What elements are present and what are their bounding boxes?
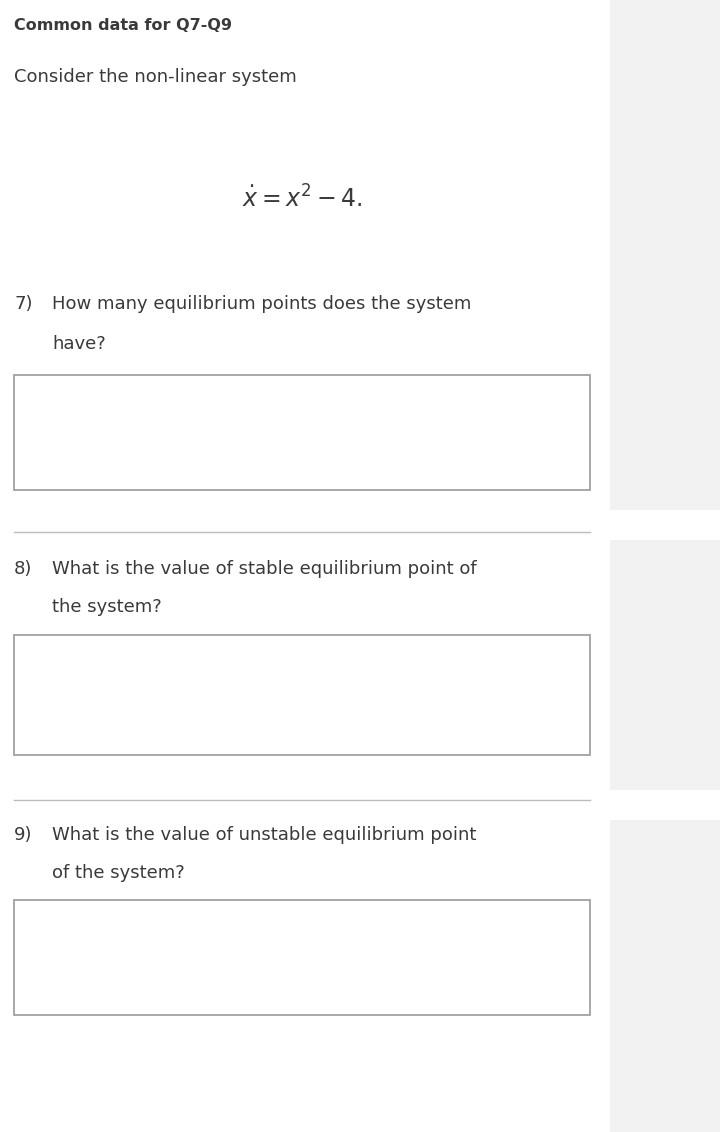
Text: Common data for Q7-Q9: Common data for Q7-Q9 <box>14 18 232 33</box>
Text: What is the value of unstable equilibrium point: What is the value of unstable equilibriu… <box>52 826 477 844</box>
Text: have?: have? <box>52 335 106 353</box>
Bar <box>610 820 720 1132</box>
Text: 9): 9) <box>14 826 32 844</box>
Text: Consider the non-linear system: Consider the non-linear system <box>14 68 297 86</box>
Text: What is the value of stable equilibrium point of: What is the value of stable equilibrium … <box>52 560 477 578</box>
Bar <box>14 635 590 755</box>
Bar <box>14 900 590 1015</box>
Text: the system?: the system? <box>52 598 162 616</box>
Bar <box>610 540 720 790</box>
Text: of the system?: of the system? <box>52 864 185 882</box>
Text: $\dot{x} = x^2 - 4.$: $\dot{x} = x^2 - 4.$ <box>242 185 362 212</box>
Bar <box>610 0 720 511</box>
Text: How many equilibrium points does the system: How many equilibrium points does the sys… <box>52 295 472 314</box>
Text: 8): 8) <box>14 560 32 578</box>
Bar <box>14 375 590 490</box>
Text: 7): 7) <box>14 295 32 314</box>
